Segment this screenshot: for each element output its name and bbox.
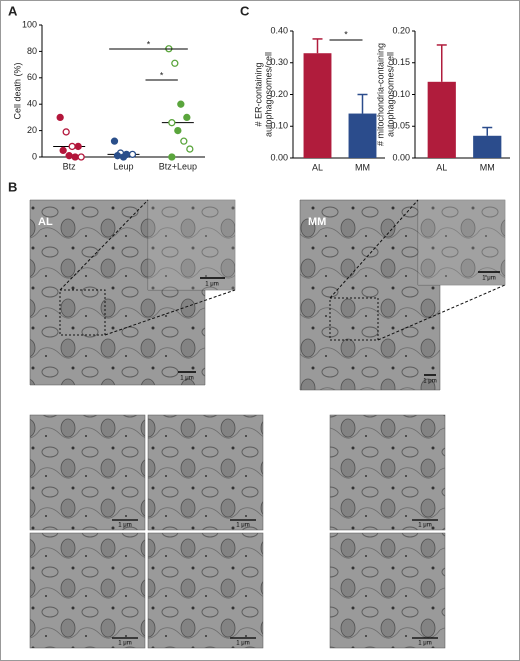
micrograph	[329, 414, 446, 531]
y-axis-label: # mitochondria-containing	[375, 43, 385, 146]
significance-label: *	[344, 29, 348, 39]
data-point	[77, 153, 85, 161]
panel-label: A	[8, 3, 18, 18]
bar	[348, 113, 377, 158]
y-tick-label: 60	[27, 72, 37, 82]
data-point	[174, 126, 182, 135]
scale-bar-label: 1 μm	[236, 641, 249, 647]
y-tick-label: 0.20	[392, 25, 410, 35]
y-tick-label: 0.00	[270, 152, 288, 162]
micrograph	[29, 532, 146, 649]
scale-bar-label: 1 μm	[118, 523, 131, 529]
significance-label: *	[160, 70, 164, 80]
micrograph-tiles: 1 μm 1 μm 1 μm 1 μm 1 μm 1 μm	[29, 414, 446, 649]
micrograph-al: AL 1 μm 1 μm	[29, 199, 236, 386]
data-point	[171, 59, 179, 67]
y-axis-label: Cell death (%)	[12, 62, 22, 119]
y-tick-label: 0	[32, 151, 37, 161]
y-tick-label: 0.10	[392, 89, 410, 99]
bar	[473, 135, 502, 158]
bar	[303, 53, 332, 158]
y-tick-label: 20	[27, 125, 37, 135]
data-point	[62, 128, 70, 136]
condition-label: AL	[38, 216, 53, 228]
x-tick-label: Leup	[113, 161, 133, 171]
micrograph-mm: MM 1 μm 1 μm	[299, 199, 506, 391]
scale-bar-label: 1 μm	[423, 379, 436, 385]
data-point	[119, 153, 128, 161]
x-tick-label: MM	[480, 162, 495, 172]
micrograph	[329, 532, 446, 649]
y-tick-label: 0.00	[392, 152, 410, 162]
y-tick-label: 0.20	[270, 89, 288, 99]
y-tick-label: 0.30	[270, 57, 288, 67]
scale-bar-label: 1 μm	[180, 376, 193, 382]
data-point	[65, 152, 73, 160]
scale-bar-label: 1 μm	[418, 641, 431, 647]
y-tick-label: 0.10	[270, 121, 288, 131]
data-point	[59, 146, 67, 155]
significance-label: *	[147, 39, 151, 49]
scale-bar-label: 1 μm	[418, 523, 431, 529]
y-tick-label: 0.05	[392, 121, 410, 131]
bar	[427, 81, 456, 158]
y-axis-label: # ER-containing	[253, 62, 263, 126]
micrograph	[147, 532, 264, 649]
data-point	[71, 153, 79, 161]
data-point	[56, 113, 64, 122]
x-tick-label: MM	[355, 162, 370, 172]
data-point	[113, 152, 122, 160]
data-point	[168, 119, 176, 127]
data-point	[128, 150, 137, 159]
data-point	[168, 153, 176, 161]
scale-bar-label: 1 μm	[236, 523, 249, 529]
data-point	[74, 142, 82, 151]
micrograph	[29, 414, 146, 531]
condition-label: MM	[308, 216, 326, 228]
x-tick-label: Btz+Leup	[159, 161, 197, 171]
data-point	[186, 145, 194, 153]
panel-label: B	[8, 179, 17, 194]
x-tick-label: Btz	[63, 161, 77, 171]
micrograph	[147, 414, 264, 531]
x-tick-label: AL	[436, 162, 447, 172]
x-tick-label: AL	[312, 162, 323, 172]
data-point	[177, 100, 185, 108]
y-axis-label: autophagosomes/cell	[385, 52, 395, 137]
y-axis-label: autophagosomes/cell	[263, 52, 273, 137]
y-tick-label: 80	[27, 46, 37, 56]
scale-bar-label: 1 μm	[482, 276, 495, 282]
y-tick-label: 0.15	[392, 57, 410, 67]
data-point	[180, 137, 188, 145]
data-point	[68, 142, 76, 151]
y-tick-label: 0.40	[270, 25, 288, 35]
data-point	[110, 137, 119, 145]
y-tick-label: 100	[22, 19, 37, 29]
scale-bar-label: 1 μm	[205, 282, 218, 288]
y-tick-label: 40	[27, 99, 37, 109]
data-point	[183, 113, 191, 122]
scale-bar-label: 1 μm	[118, 641, 131, 647]
panel-label: C	[240, 3, 250, 18]
